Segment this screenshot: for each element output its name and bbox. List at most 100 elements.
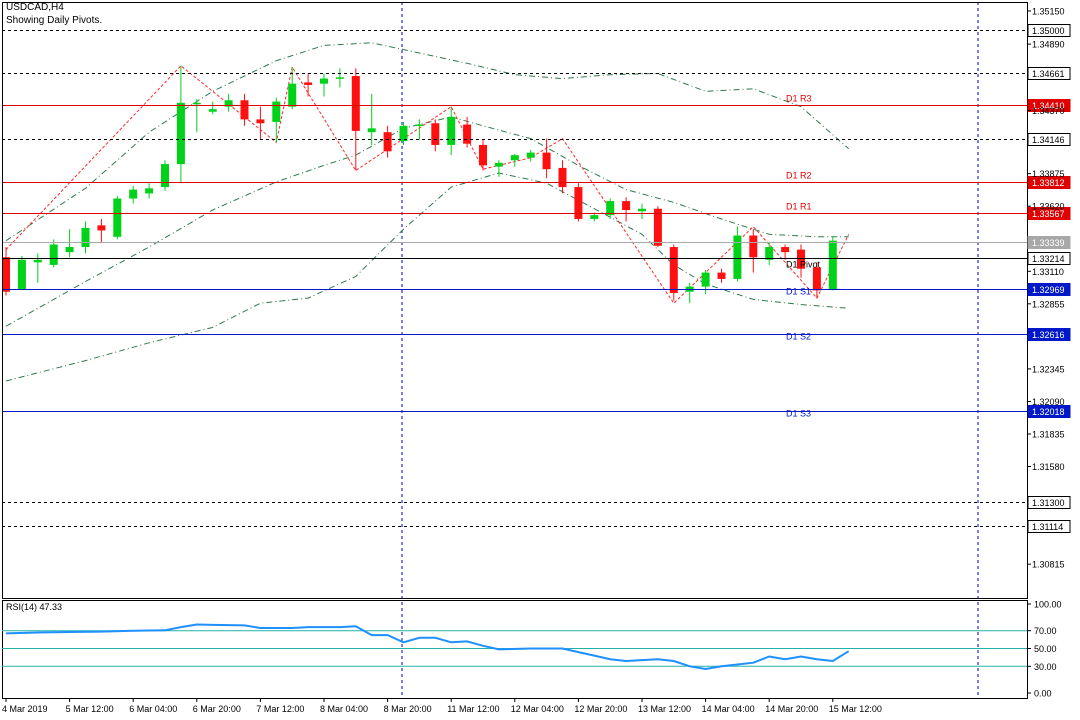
chart-subtitle: Showing Daily Pivots. bbox=[6, 15, 103, 26]
pivot-label: D1 S1 bbox=[786, 287, 811, 297]
price-tag-label: 1.34661 bbox=[1032, 69, 1065, 79]
price-tag bbox=[1027, 520, 1071, 533]
candle bbox=[192, 98, 201, 133]
price-tag-label: 1.33214 bbox=[1032, 254, 1065, 264]
candle bbox=[431, 119, 440, 152]
zigzag-line bbox=[5, 65, 850, 304]
rsi-tick-label: 100.00 bbox=[1034, 600, 1062, 610]
price-tag-label: 1.32018 bbox=[1032, 407, 1065, 417]
time-tick-label: 6 Mar 04:00 bbox=[129, 704, 177, 714]
price-levels: D1 R3 D1 R2 D1 R1 D1 Pivot D1 S1 D1 S2 D1 S3 bbox=[2, 30, 1027, 527]
price-tag bbox=[1027, 133, 1071, 146]
rsi-tick-label: 30.00 bbox=[1034, 662, 1057, 672]
candle bbox=[2, 247, 10, 296]
price-tag bbox=[1027, 252, 1071, 265]
candle-body bbox=[272, 101, 281, 122]
price-tag bbox=[1027, 176, 1071, 189]
candle bbox=[717, 268, 726, 283]
candle bbox=[812, 262, 821, 299]
candle bbox=[638, 203, 646, 219]
rsi-tick-label: 50.00 bbox=[1034, 644, 1057, 654]
candle-body bbox=[17, 259, 26, 290]
candle bbox=[288, 67, 297, 110]
candle bbox=[224, 93, 233, 112]
candle-body bbox=[415, 124, 424, 127]
price-tick-label: 1.32345 bbox=[1032, 364, 1065, 374]
candle bbox=[49, 239, 58, 268]
price-tick-label: 1.33875 bbox=[1032, 169, 1065, 179]
candle-body bbox=[192, 102, 201, 105]
candle-body bbox=[510, 155, 519, 161]
candle-body bbox=[335, 77, 344, 79]
candle-body bbox=[733, 235, 742, 279]
price-tag-label: 1.34146 bbox=[1032, 135, 1065, 145]
price-tag-label: 1.34410 bbox=[1032, 101, 1065, 111]
candle-body bbox=[653, 208, 662, 246]
candle-body bbox=[113, 198, 122, 237]
price-tick-label: 1.33110 bbox=[1032, 267, 1064, 277]
candle bbox=[685, 282, 694, 304]
candle-body bbox=[176, 102, 185, 165]
candle-body bbox=[399, 125, 408, 142]
price-tag-label: 1.33567 bbox=[1032, 209, 1065, 219]
price-tag-label: 1.32616 bbox=[1032, 330, 1065, 340]
candle-body bbox=[797, 249, 805, 269]
candle-body bbox=[367, 128, 376, 133]
price-tag-label: 1.35000 bbox=[1032, 26, 1065, 36]
candle bbox=[97, 218, 106, 244]
candle-body bbox=[542, 152, 551, 170]
time-tick-label: 5 Mar 12:00 bbox=[66, 704, 114, 714]
candle-body bbox=[431, 123, 440, 145]
price-tag bbox=[1027, 328, 1071, 341]
candle-body bbox=[145, 188, 154, 194]
time-axis: 4 Mar 2019 5 Mar 12:00 6 Mar 04:00 6 Mar 20… bbox=[2, 698, 882, 714]
candle bbox=[145, 183, 154, 199]
price-tag-label: 1.33339 bbox=[1032, 238, 1065, 248]
candle bbox=[622, 197, 631, 222]
candle-body bbox=[240, 100, 249, 120]
candle bbox=[304, 73, 313, 97]
candle bbox=[320, 73, 328, 97]
candle bbox=[669, 244, 678, 301]
rsi-tick-label: 0.00 bbox=[1034, 689, 1052, 699]
time-tick-label: 8 Mar 20:00 bbox=[384, 704, 432, 714]
candle-body bbox=[669, 247, 678, 293]
candle-body bbox=[320, 78, 328, 84]
candle bbox=[383, 125, 392, 158]
candle bbox=[574, 183, 583, 222]
price-tag bbox=[1027, 283, 1071, 296]
candle bbox=[606, 198, 615, 219]
candle bbox=[733, 226, 742, 282]
price-tag bbox=[1027, 496, 1071, 509]
candle-body bbox=[288, 83, 297, 107]
vertical-markers bbox=[401, 2, 979, 698]
price-tick-label: 1.30815 bbox=[1032, 560, 1065, 570]
price-tick-label: 1.33620 bbox=[1032, 202, 1065, 212]
candle-body bbox=[2, 257, 10, 292]
price-tick-label: 1.34370 bbox=[1032, 106, 1065, 116]
candle bbox=[590, 212, 599, 222]
time-tick-label: 12 Mar 04:00 bbox=[511, 704, 564, 714]
pivot-label: D1 R3 bbox=[786, 94, 812, 104]
rsi-panel: RSI(14) 47.33 100.00 70.00 50.00 30.00 0.00 bbox=[2, 600, 1062, 699]
candle-body bbox=[129, 189, 138, 199]
candle-body bbox=[463, 124, 472, 144]
pivot-label: D1 Pivot bbox=[786, 260, 821, 270]
candle-body bbox=[828, 240, 837, 290]
candle bbox=[335, 68, 344, 88]
rsi-line bbox=[5, 623, 850, 671]
candle-body bbox=[65, 247, 74, 253]
time-tick-label: 15 Mar 12:00 bbox=[829, 704, 882, 714]
candle-body bbox=[494, 162, 503, 167]
candle bbox=[113, 195, 122, 240]
price-tag bbox=[1027, 207, 1071, 220]
candle bbox=[526, 150, 535, 162]
price-tick-label: 1.31835 bbox=[1032, 430, 1065, 440]
candle-body bbox=[749, 235, 758, 258]
candle-body bbox=[33, 259, 42, 263]
candle-body bbox=[701, 272, 710, 287]
candle-body bbox=[574, 187, 583, 219]
candle-body bbox=[526, 152, 535, 158]
candle bbox=[558, 160, 567, 194]
